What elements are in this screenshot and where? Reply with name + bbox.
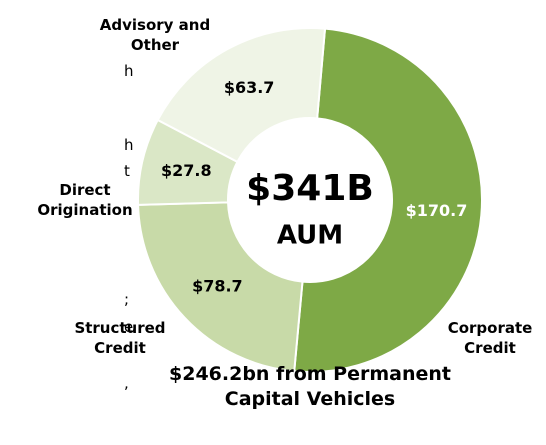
value-label: $170.7 bbox=[406, 201, 468, 220]
footnote: $246.2bn from Permanent Capital Vehicles bbox=[169, 363, 451, 410]
category-label: Corporate Credit bbox=[447, 319, 533, 357]
center-title: $341B bbox=[246, 168, 374, 209]
donut-slice bbox=[137, 201, 304, 373]
cropped-text: , bbox=[124, 374, 129, 392]
value-label: $63.7 bbox=[224, 78, 275, 97]
donut-slice bbox=[293, 27, 483, 373]
donut-slice bbox=[156, 27, 327, 164]
value-label: $78.7 bbox=[192, 276, 243, 295]
center-subtitle: AUM bbox=[277, 221, 343, 251]
value-label: $27.8 bbox=[161, 161, 212, 180]
category-label: Structured Credit bbox=[74, 319, 166, 357]
cropped-text: h bbox=[124, 62, 134, 80]
cropped-text: ; bbox=[124, 290, 130, 308]
category-label: Direct Origination bbox=[37, 181, 133, 219]
cropped-text: h bbox=[124, 136, 134, 154]
cropped-text: t bbox=[124, 162, 130, 180]
cropped-text: e bbox=[124, 318, 134, 336]
category-label: Advisory and Other bbox=[99, 16, 211, 54]
